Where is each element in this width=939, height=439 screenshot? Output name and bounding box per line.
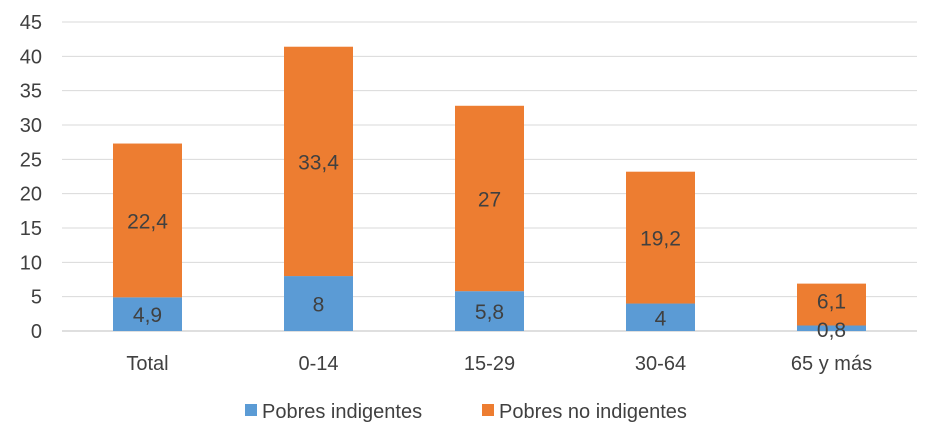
- x-category-label: Total: [126, 353, 168, 375]
- data-label: 27: [478, 188, 501, 211]
- bar-indigentes-4: [797, 325, 866, 331]
- y-tick-label: 45: [20, 12, 42, 34]
- legend-label: Pobres no indigentes: [499, 401, 687, 423]
- legend-swatch-0: [245, 404, 257, 416]
- x-category-label: 15-29: [464, 353, 515, 375]
- data-label: 6,1: [817, 291, 846, 314]
- bar-no-indigentes-2: [455, 105, 524, 292]
- x-category-label: 0-14: [298, 353, 338, 375]
- y-tick-label: 15: [20, 218, 42, 240]
- y-tick-label: 10: [20, 252, 42, 274]
- bar-no-indigentes-1: [284, 46, 353, 277]
- x-category-label: 65 y más: [791, 353, 872, 375]
- bar-indigentes-1: [284, 276, 353, 331]
- data-label: 33,4: [298, 151, 339, 174]
- x-category-label: 30-64: [635, 353, 686, 375]
- data-label: 5,8: [475, 301, 504, 324]
- y-axis-tick-labels: 0 5 10 15 20 25 30 35 40 45: [20, 12, 42, 343]
- y-tick-label: 30: [20, 115, 42, 137]
- y-tick-label: 0: [31, 321, 42, 343]
- legend-label: Pobres indigentes: [262, 401, 422, 423]
- data-label: 22,4: [127, 210, 168, 233]
- data-label: 4: [655, 307, 667, 330]
- bars: [113, 46, 866, 331]
- legend-swatch-1: [482, 404, 494, 416]
- bar-indigentes-3: [626, 303, 695, 331]
- bar-no-indigentes-3: [626, 171, 695, 304]
- data-label: 8: [313, 294, 325, 317]
- data-label: 0,8: [817, 319, 846, 342]
- data-labels: 4,9 22,4 8 33,4 5,8 27 4 19,2 0,8 6,1: [127, 151, 846, 342]
- y-tick-label: 25: [20, 149, 42, 171]
- bar-no-indigentes-0: [113, 143, 182, 298]
- y-tick-label: 5: [31, 287, 42, 309]
- bar-indigentes-2: [455, 291, 524, 331]
- data-label: 4,9: [133, 304, 162, 327]
- x-axis-category-labels: Total 0-14 15-29 30-64 65 y más: [126, 353, 872, 375]
- bar-indigentes-0: [113, 297, 182, 331]
- y-tick-label: 40: [20, 46, 42, 68]
- y-tick-label: 20: [20, 184, 42, 206]
- bar-no-indigentes-4: [797, 283, 866, 326]
- data-label: 19,2: [640, 228, 681, 251]
- y-tick-label: 35: [20, 81, 42, 103]
- legend: Pobres indigentes Pobres no indigentes: [245, 401, 687, 423]
